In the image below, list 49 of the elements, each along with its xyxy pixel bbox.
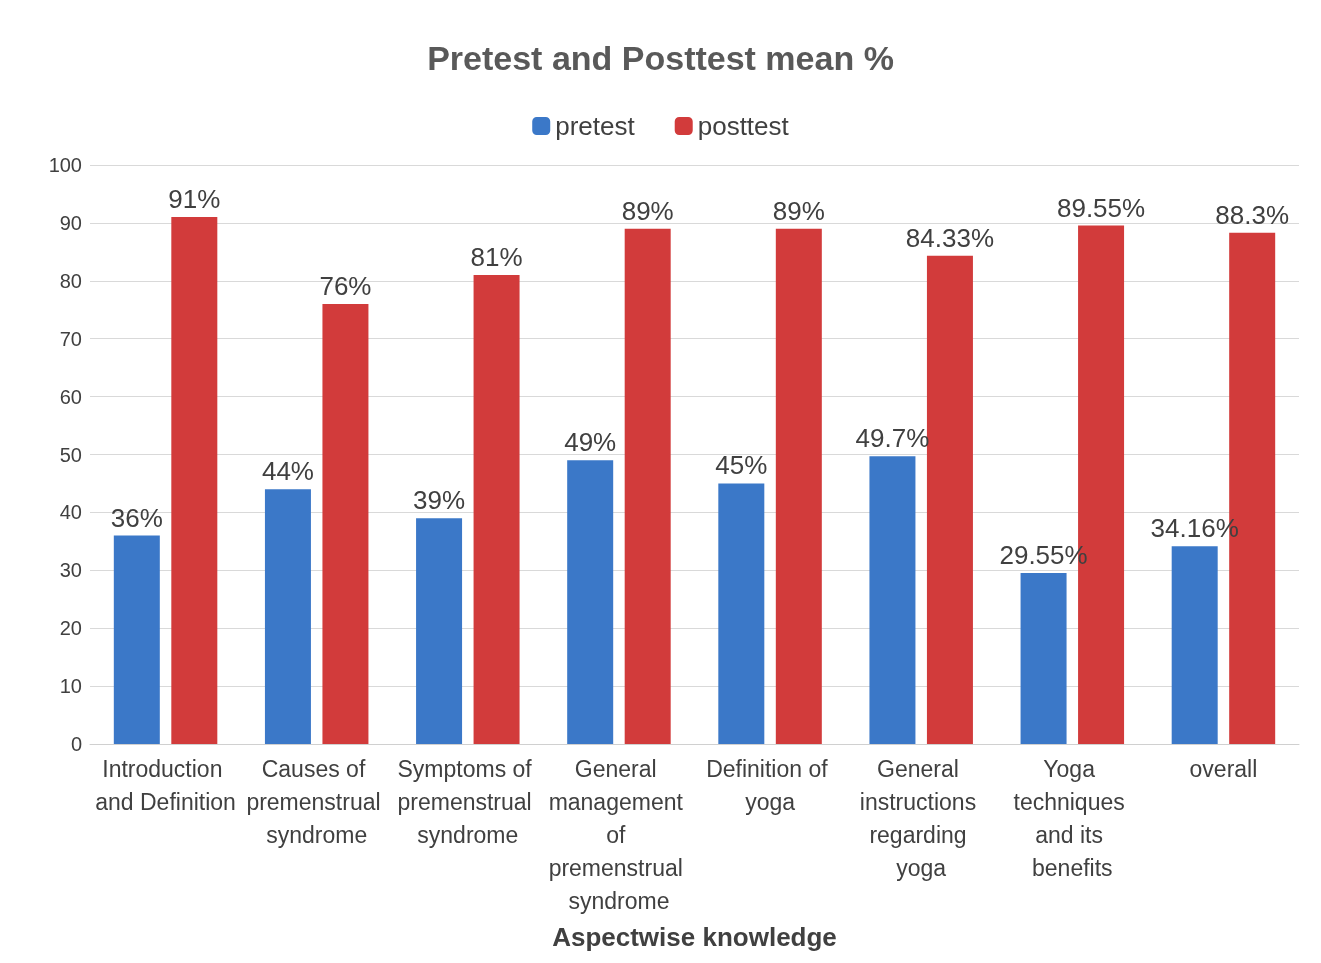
bar <box>473 275 520 744</box>
y-tick-label: 30 <box>59 559 82 582</box>
bar <box>416 518 463 744</box>
y-tick-label: 100 <box>48 154 82 176</box>
data-label: 76% <box>319 270 372 301</box>
data-label: 81% <box>470 242 523 273</box>
x-tick-label: Introduction and Definition <box>95 755 236 815</box>
y-tick-label: 10 <box>59 675 82 698</box>
bar <box>567 460 614 744</box>
bar <box>775 228 822 744</box>
data-label: 91% <box>168 184 221 215</box>
data-label: 89.55% <box>1056 192 1146 223</box>
x-tick-label: Symptoms of premenstrual syndrome <box>397 755 539 848</box>
chart-title: Pretest and Posttest mean % <box>427 39 894 77</box>
x-tick-label: General instructions regarding yoga <box>859 755 983 881</box>
legend-label: posttest <box>697 111 790 141</box>
y-tick-label: 70 <box>59 327 82 350</box>
data-label: 39% <box>413 485 466 516</box>
x-axis-title: Aspectwise knowledge <box>552 922 837 952</box>
y-tick-label: 80 <box>59 269 82 292</box>
legend-label: pretest <box>555 111 636 141</box>
bar <box>869 456 916 744</box>
data-label: 45% <box>715 450 768 481</box>
bar <box>264 489 311 744</box>
x-tick-label: General management of premenstrual syndrome <box>548 755 690 914</box>
data-label: 44% <box>261 456 314 487</box>
bar <box>322 303 369 744</box>
bar <box>718 483 765 744</box>
bar <box>624 228 671 744</box>
data-label: 84.33% <box>905 222 995 253</box>
y-tick-label: 0 <box>70 733 82 755</box>
y-tick-label: 90 <box>59 211 82 234</box>
y-tick-label: 20 <box>59 617 82 640</box>
x-tick-label: Definition of yoga <box>706 755 834 815</box>
y-tick-label: 50 <box>59 443 82 466</box>
bar <box>171 217 218 744</box>
bar <box>113 535 160 744</box>
x-tick-label: Yoga techniques and its benefits <box>1013 755 1132 881</box>
data-label: 36% <box>110 502 163 533</box>
data-label: 88.3% <box>1215 199 1290 230</box>
bar <box>1020 572 1067 744</box>
data-label: 89% <box>772 195 825 226</box>
x-tick-label: overall <box>1189 755 1258 782</box>
data-label: 49% <box>564 427 617 458</box>
y-tick-label: 40 <box>59 501 82 524</box>
data-label: 89% <box>621 195 674 226</box>
x-tick-label: Causes of premenstrual syndrome <box>246 755 387 848</box>
bar <box>1171 546 1218 744</box>
y-tick-label: 60 <box>59 385 82 408</box>
